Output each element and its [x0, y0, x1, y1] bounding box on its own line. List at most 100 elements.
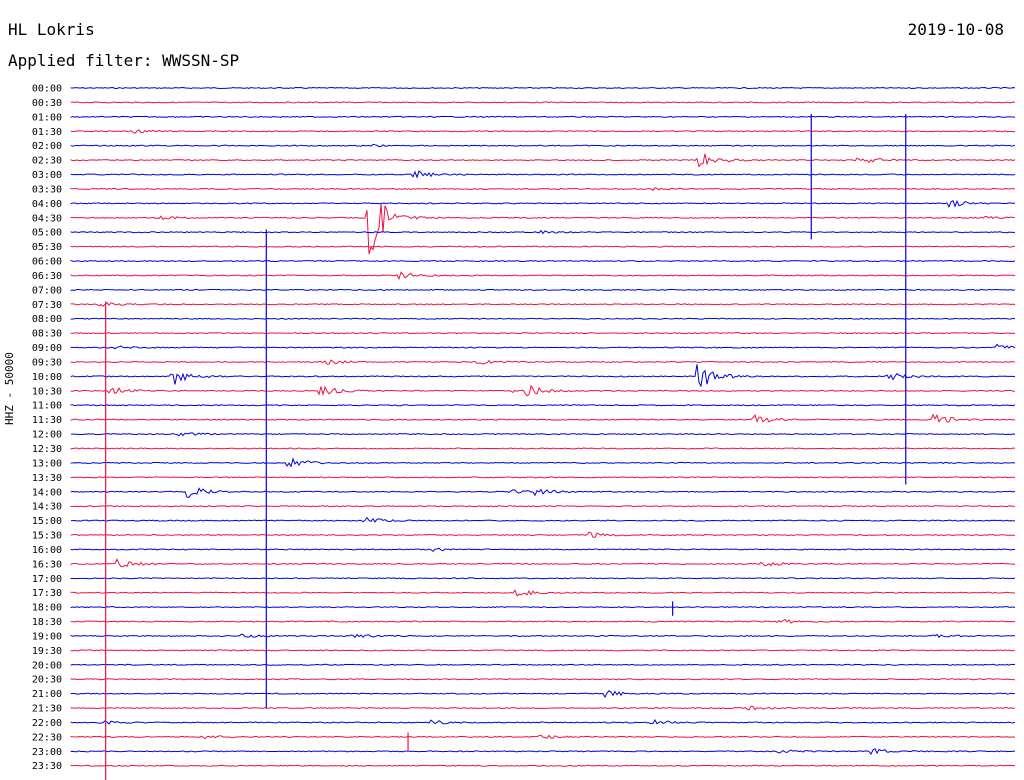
row-time-label: 13:30	[32, 473, 62, 484]
row-time-label: 19:30	[32, 646, 62, 657]
trace-row	[70, 245, 1016, 248]
row-time-label: 23:00	[32, 747, 62, 758]
trace-row	[70, 384, 1016, 397]
trace-row	[70, 86, 1016, 90]
row-time-label: 07:00	[32, 285, 62, 296]
trace-row	[70, 457, 1016, 468]
row-time-label: 11:30	[32, 415, 62, 426]
row-time-label: 19:00	[32, 631, 62, 642]
row-time-label: 18:30	[32, 617, 62, 628]
row-time-label: 22:30	[32, 732, 62, 743]
trace-row	[70, 187, 1016, 192]
row-time-label: 12:30	[32, 444, 62, 455]
trace-row	[70, 633, 1016, 639]
trace-row	[70, 343, 1016, 350]
row-time-label: 08:30	[32, 329, 62, 340]
trace-row	[70, 577, 1016, 580]
trace-row	[70, 689, 1016, 699]
station-name: HL Lokris	[8, 20, 95, 39]
row-time-label: 00:30	[32, 98, 62, 109]
trace-row	[70, 129, 1015, 134]
trace-row	[70, 678, 1016, 681]
row-time-label: 09:30	[32, 357, 62, 368]
row-time-label: 23:30	[32, 761, 62, 772]
trace-row	[70, 143, 1016, 148]
row-time-label: 07:30	[32, 300, 62, 311]
row-time-label: 02:30	[32, 156, 62, 167]
trace-row	[70, 764, 1016, 767]
trace-row	[70, 705, 1016, 711]
row-time-label: 17:00	[32, 574, 62, 585]
trace-row	[70, 487, 1016, 498]
trace-row	[70, 317, 1016, 320]
trace-row	[70, 516, 1016, 523]
trace-row	[70, 734, 1016, 740]
trace-group	[70, 86, 1016, 780]
trace-row	[70, 204, 1016, 255]
trace-row	[70, 505, 1016, 508]
trace-row	[70, 649, 1016, 652]
trace-row	[70, 663, 1016, 666]
trace-row	[70, 115, 1016, 118]
row-time-label: 08:00	[32, 314, 62, 325]
row-time-label: 06:00	[32, 257, 62, 268]
row-time-label: 14:30	[32, 502, 62, 513]
row-time-label: 00:00	[32, 84, 62, 95]
row-time-label: 01:00	[32, 112, 62, 123]
trace-row	[70, 364, 1016, 388]
row-time-label: 11:00	[32, 401, 62, 412]
row-time-label: 20:00	[32, 660, 62, 671]
trace-row	[70, 558, 1016, 568]
trace-row	[70, 447, 1016, 450]
trace-row	[70, 531, 1016, 538]
row-time-label: 05:00	[32, 228, 62, 239]
row-time-label: 04:30	[32, 213, 62, 224]
row-time-label: 22:00	[32, 718, 62, 729]
trace-row	[70, 718, 1016, 725]
trace-row	[70, 547, 1016, 553]
row-time-label: 12:00	[32, 430, 62, 441]
row-time-label: 05:30	[32, 242, 62, 253]
row-time-label: 01:30	[32, 127, 62, 138]
trace-row	[70, 589, 1016, 597]
trace-row	[70, 101, 1016, 104]
trace-row	[70, 332, 1016, 335]
trace-row	[70, 476, 1016, 479]
filter-label: Applied filter: WWSSN-SP	[8, 51, 240, 70]
time-label-group: 00:00 00:30 01:00 01:30 02:00 02:30 03:00 03:30…	[32, 84, 62, 773]
trace-row	[70, 359, 1016, 365]
trace-row	[71, 432, 1016, 437]
row-time-label: 03:30	[32, 184, 62, 195]
trace-row	[70, 170, 1016, 179]
trace-row	[70, 302, 1016, 307]
trace-row	[70, 748, 1016, 756]
row-time-label: 04:00	[32, 199, 62, 210]
trace-row	[70, 199, 1016, 208]
trace-row	[70, 271, 1016, 281]
row-time-label: 06:30	[32, 271, 62, 282]
row-time-label: 02:00	[32, 141, 62, 152]
trace-row	[70, 229, 1016, 235]
row-time-label: 03:00	[32, 170, 62, 181]
row-time-label: 13:00	[32, 458, 62, 469]
row-time-label: 14:00	[32, 487, 62, 498]
record-date: 2019-10-08	[907, 20, 1004, 39]
row-time-label: 15:30	[32, 531, 62, 542]
row-time-label: 21:00	[32, 689, 62, 700]
row-time-label: 21:30	[32, 704, 62, 715]
row-time-label: 10:30	[32, 386, 62, 397]
row-time-label: 16:00	[32, 545, 62, 556]
row-time-label: 17:30	[32, 588, 62, 599]
row-time-label: 09:00	[32, 343, 62, 354]
row-time-label: 20:30	[32, 675, 62, 686]
trace-row	[70, 259, 1016, 263]
row-time-label: 18:00	[32, 603, 62, 614]
row-time-label: 15:00	[32, 516, 62, 527]
row-time-label: 16:30	[32, 559, 62, 570]
trace-row	[70, 413, 1016, 423]
trace-row	[70, 288, 1016, 291]
trace-row	[70, 618, 1016, 624]
trace-row	[70, 153, 1016, 168]
trace-row	[70, 606, 1016, 609]
